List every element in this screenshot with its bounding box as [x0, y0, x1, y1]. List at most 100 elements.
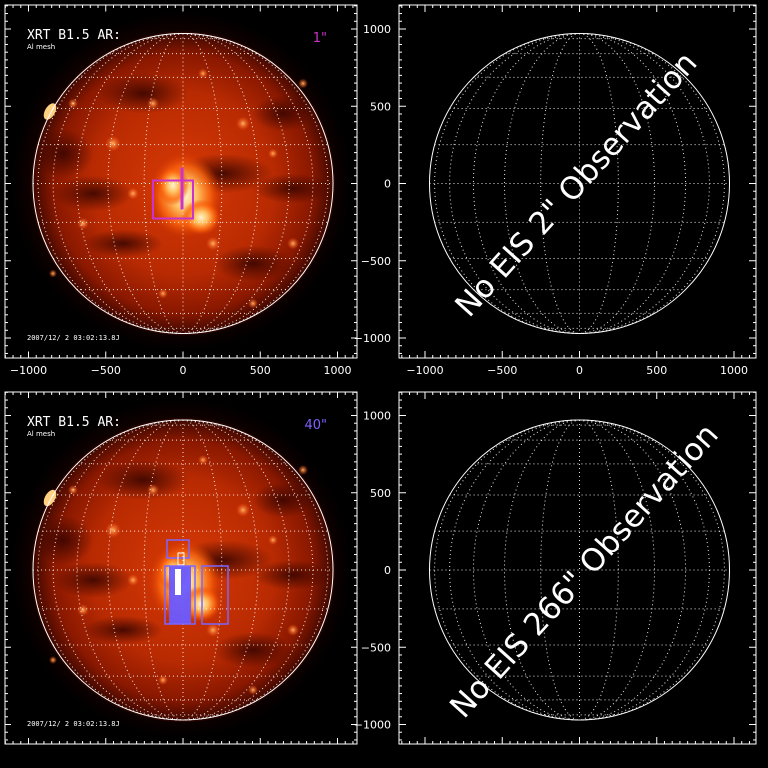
- frame-ticks: [399, 5, 756, 358]
- exposure-label: 1": [313, 31, 327, 46]
- filter-label: Al mesh: [27, 43, 55, 51]
- longitude-line: [540, 33, 580, 334]
- longitude-line: [182, 419, 223, 721]
- bright-point: [77, 217, 89, 230]
- panel-top-left: XRT B1.5 AR:Al mesh 2007/12/ 2 03:02:13.8…: [4, 4, 358, 377]
- heliographic-grid: [33, 33, 333, 334]
- bright-point: [147, 97, 159, 110]
- bright-point: [206, 623, 220, 637]
- x-tick-label: 500: [250, 364, 271, 377]
- heliographic-grid: [429, 33, 730, 334]
- eis-raster-core: [175, 569, 181, 595]
- y-tick-label: −1000: [354, 332, 391, 345]
- longitude-line: [449, 419, 580, 721]
- bright-point: [127, 187, 139, 200]
- dark-region: [253, 560, 333, 590]
- dark-region: [253, 95, 313, 132]
- filter-label: Al mesh: [27, 430, 55, 438]
- solar-limb: [32, 419, 334, 721]
- longitude-line: [472, 33, 580, 334]
- heliographic-grid: [429, 419, 730, 721]
- y-tick-label: −500: [361, 641, 391, 654]
- longitude-line: [579, 419, 687, 721]
- bright-point: [248, 685, 258, 695]
- instrument-label: XRT B1.5 AR:: [27, 28, 121, 43]
- dark-region: [213, 632, 293, 668]
- dark-region: [253, 482, 313, 518]
- dark-region: [98, 73, 188, 114]
- y-tick-label: 1000: [363, 410, 391, 423]
- longitude-line: [182, 419, 290, 721]
- exposure-label: 40": [304, 418, 327, 433]
- bright-point: [298, 78, 308, 89]
- bright-point: [127, 574, 139, 586]
- eis-fov-box: [164, 565, 196, 625]
- x-tick-label: 0: [180, 364, 187, 377]
- dark-region: [98, 460, 188, 500]
- xray-image: [11, 11, 351, 352]
- plot-frame: [4, 4, 358, 359]
- dark-region: [253, 173, 333, 204]
- bright-point: [49, 656, 57, 664]
- bright-point: [198, 68, 208, 79]
- longitude-line: [579, 419, 710, 721]
- x-tick-label: −1000: [406, 364, 443, 377]
- bright-point: [158, 675, 168, 685]
- longitude-line: [143, 419, 184, 721]
- plot-frame: [398, 4, 757, 359]
- eis-fov-box: [152, 179, 194, 220]
- timestamp-label: 2007/12/ 2 03:02:13.8J: [27, 334, 120, 342]
- dark-region: [213, 245, 293, 282]
- longitude-line: [52, 33, 184, 334]
- longitude-line: [182, 33, 314, 334]
- bright-point: [268, 148, 278, 159]
- bright-point: [198, 455, 208, 465]
- bright-point: [77, 604, 89, 616]
- longitude-line: [579, 419, 619, 721]
- longitude-line: [182, 33, 223, 334]
- no-observation-text: No EIS 2" Observation: [448, 45, 704, 324]
- longitude-line: [579, 33, 710, 334]
- longitude-line: [579, 33, 687, 334]
- longitude-line: [540, 419, 580, 721]
- frame-ticks: [399, 391, 756, 744]
- bright-point: [236, 116, 250, 131]
- longitude-line: [182, 33, 290, 334]
- dark-region: [33, 515, 93, 565]
- bright-point: [287, 237, 299, 250]
- limb-bright-spot: [43, 489, 57, 507]
- x-tick-label: −1000: [10, 364, 47, 377]
- x-tick-label: 1000: [324, 364, 352, 377]
- solar-limb: [429, 33, 730, 334]
- x-tick-label: −500: [91, 364, 121, 377]
- y-tick-label: 0: [384, 178, 391, 191]
- solar-limb: [32, 33, 334, 334]
- bright-point: [49, 269, 57, 278]
- instrument-label: XRT B1.5 AR:: [27, 415, 121, 430]
- y-tick-label: 500: [370, 487, 391, 500]
- x-tick-label: 1000: [720, 364, 748, 377]
- panel-top-right: No EIS 2" Observation −1000 −500 0 500 1000 10…: [354, 4, 757, 377]
- bright-point: [248, 298, 258, 309]
- longitude-line: [182, 419, 314, 721]
- active-region: [181, 199, 221, 236]
- panel-bottom-left: XRT B1.5 AR:Al mesh 2007/12/ 2 03:02:13.8…: [4, 391, 358, 745]
- bright-point: [158, 288, 168, 299]
- solar-limb: [429, 419, 730, 721]
- longitude-line: [579, 33, 619, 334]
- y-tick-label: −1000: [354, 719, 391, 732]
- longitude-line: [76, 419, 184, 721]
- x-tick-label: −500: [487, 364, 517, 377]
- y-tick-label: −500: [361, 255, 391, 268]
- bright-point: [147, 484, 159, 496]
- frame-ticks: [4, 391, 357, 744]
- bright-point: [206, 236, 220, 251]
- y-tick-label: 500: [370, 100, 391, 113]
- plot-frame: [4, 391, 358, 745]
- y-tick-label: 0: [384, 564, 391, 577]
- bright-point: [105, 135, 121, 152]
- longitude-line: [52, 419, 184, 721]
- eis-raster-core-box: [177, 552, 185, 566]
- heliographic-grid: [33, 419, 333, 721]
